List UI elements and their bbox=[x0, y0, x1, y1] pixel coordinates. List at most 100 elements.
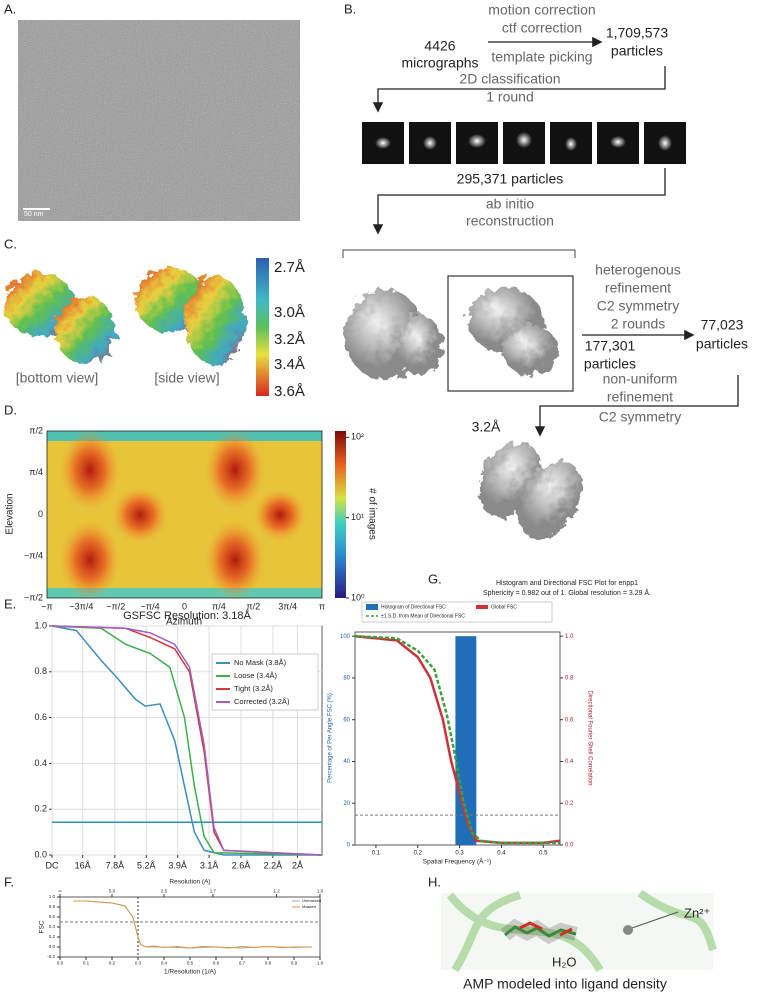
series-line bbox=[354, 634, 561, 845]
x-tick-label: 0.9 bbox=[291, 961, 298, 966]
x2-tick-label: 2.5 bbox=[161, 889, 168, 894]
x2-tick-label: 1.0 bbox=[317, 889, 324, 894]
y-tick-label: 0.2 bbox=[34, 804, 47, 814]
x-tick-label: 0.2 bbox=[414, 851, 423, 857]
flow-text: refinement bbox=[605, 280, 671, 296]
y2-tick-label: 0.8 bbox=[565, 676, 574, 682]
x-tick-label: 0.0 bbox=[57, 961, 64, 966]
x-tick-label: 0 bbox=[182, 601, 187, 611]
x-tick-label: 5.2Å bbox=[137, 860, 156, 870]
legend-label: Corrected (3.2Å) bbox=[234, 697, 290, 706]
y-tick-label: 0 bbox=[38, 509, 43, 519]
axis-label: Spatial Frequency (Å⁻¹) bbox=[423, 857, 491, 866]
x-tick-label: 0.3 bbox=[455, 851, 464, 857]
flow-text: C2 symmetry bbox=[599, 409, 681, 425]
y-tick-label: π/2 bbox=[29, 425, 43, 435]
caption: AMP modeled into ligand density bbox=[463, 976, 667, 992]
axis-label: Directional Fourier Shell Correlation bbox=[586, 690, 592, 785]
colorbar-label: 2.7Å bbox=[274, 259, 305, 276]
legend-label: Global FSC bbox=[491, 604, 517, 610]
x2-tick-label: 5.0 bbox=[109, 889, 116, 894]
axis-label: Azimuth bbox=[166, 617, 202, 628]
annotation: H₂O bbox=[552, 954, 577, 969]
flow-text: motion correction bbox=[488, 2, 595, 18]
legend-label: No Mask (3.8Å) bbox=[234, 658, 287, 667]
y2-tick-label: 1.0 bbox=[565, 634, 574, 640]
panel-label: H. bbox=[428, 874, 441, 889]
x2-tick-label: 1.7 bbox=[210, 889, 217, 894]
flow-text: particles bbox=[696, 336, 748, 352]
colorbar-label: 3.2Å bbox=[274, 331, 305, 348]
y-tick-label: 0.6 bbox=[34, 712, 47, 722]
viewing-ticks: −π −3π/4 −π/2 −π/4 0 π/4 π/2 3π/4 π π/2 π/4 0 −π/4 −π… bbox=[24, 425, 365, 611]
x-tick-label: −π/4 bbox=[141, 601, 160, 611]
x-tick-label: 0.1 bbox=[83, 961, 90, 966]
flow-text: ab initio bbox=[486, 196, 534, 212]
flow-text: ctf correction bbox=[502, 20, 582, 36]
flow-text: 1,709,573 bbox=[606, 25, 668, 41]
panel-label: G. bbox=[428, 571, 442, 586]
y2-tick-label: 0.4 bbox=[565, 759, 574, 765]
flow-text: 4426 bbox=[424, 38, 455, 54]
panel-label: D. bbox=[4, 402, 17, 417]
y-tick-label: −π/4 bbox=[24, 551, 43, 561]
x-tick-label: 0.5 bbox=[187, 961, 194, 966]
annotation: Zn²⁺ bbox=[684, 905, 710, 920]
panel_e: 0.0 0.2 0.4 0.6 0.8 1.0 DC 16Å 7.8Å 5.2Å 3.9Å 3.1Å 2… bbox=[34, 609, 323, 870]
flow-text: 77,023 bbox=[701, 317, 744, 333]
colorbar-tick-label: 10² bbox=[351, 432, 364, 442]
panel_g: 0 20 40 60 80 100 0.0 0.2 0.4 0.6 0.8 1.0 0.1 0.2 0.3 0… bbox=[328, 580, 652, 866]
legend-label: Unmasked bbox=[302, 898, 321, 903]
y-tick-label: 0.4 bbox=[34, 758, 47, 768]
x-tick-label: 0.4 bbox=[161, 961, 168, 966]
colorbar-label: 3.4Å bbox=[274, 356, 305, 373]
panel-labels: A. B. C. D. E. F. G. H. bbox=[4, 1, 442, 889]
x-tick-label: 0.8 bbox=[265, 961, 272, 966]
x-tick-label: 2.6Å bbox=[232, 860, 251, 870]
x2-tick-label: ∞ bbox=[58, 889, 61, 894]
local-resolution: 2.7Å 3.0Å 3.2Å 3.4Å 3.6Å [bottom view] [… bbox=[4, 258, 305, 400]
x-tick-label: 3.9Å bbox=[168, 860, 187, 870]
chart-subtitle: Sphericity = 0.982 out of 1. Global reso… bbox=[483, 588, 651, 597]
y-tick-label: 1.0 bbox=[49, 894, 56, 899]
y-tick-label: 0.8 bbox=[49, 904, 56, 909]
x-tick-label: 2.2Å bbox=[264, 860, 283, 870]
legend-label: Tight (3.2Å) bbox=[234, 684, 273, 693]
flow-text: non-uniform bbox=[603, 371, 678, 387]
axis-label: Percentage of Per Angle FSC (%) bbox=[328, 693, 334, 783]
y2-tick-label: 0.0 bbox=[565, 843, 574, 849]
legend-label: Loose (3.4Å) bbox=[234, 671, 277, 680]
x-tick-label: 0.4 bbox=[497, 851, 506, 857]
flow-text: reconstruction bbox=[466, 213, 554, 229]
colorbar-tick-label: 10⁰ bbox=[351, 592, 365, 602]
y-tick-label: 0.6 bbox=[49, 914, 56, 919]
y-tick-label: 0.2 bbox=[49, 934, 56, 939]
view-label: [side view] bbox=[154, 370, 219, 386]
panel-label: E. bbox=[4, 596, 16, 611]
y-tick-label: -0.2 bbox=[47, 954, 55, 959]
panel-label: F. bbox=[4, 874, 14, 889]
flow-text: refinement bbox=[607, 389, 673, 405]
x-tick-label: −3π/4 bbox=[69, 601, 93, 611]
y2-tick-label: 0.2 bbox=[565, 801, 574, 807]
axis-label: FSC bbox=[39, 920, 46, 933]
colorbar-label: 3.0Å bbox=[274, 304, 305, 321]
panel-label: B. bbox=[344, 1, 356, 16]
flow-text: 3.2Å bbox=[472, 419, 501, 435]
flow-text: C2 symmetry bbox=[597, 298, 679, 314]
x-tick-label: 3π/4 bbox=[278, 601, 297, 611]
x-tick-label: 7.8Å bbox=[106, 860, 125, 870]
scale-bar-label: 50 nm bbox=[24, 211, 44, 218]
x-tick-label: 0.5 bbox=[539, 851, 548, 857]
x-tick-label: π/2 bbox=[246, 601, 260, 611]
ligand-image: Zn²⁺ H₂O AMP modeled into ligand density bbox=[441, 889, 717, 992]
y-tick-label: 60 bbox=[343, 717, 350, 723]
series-line bbox=[51, 625, 323, 856]
y-tick-label: 0.4 bbox=[49, 924, 56, 929]
axis-label: Resolution (A) bbox=[169, 879, 210, 886]
chart-title: GSFSC Resolution: 3.18Å bbox=[123, 609, 251, 622]
y-tick-label: π/4 bbox=[29, 467, 43, 477]
y-tick-label: 0.0 bbox=[34, 849, 47, 859]
x-tick-label: DC bbox=[46, 860, 59, 870]
